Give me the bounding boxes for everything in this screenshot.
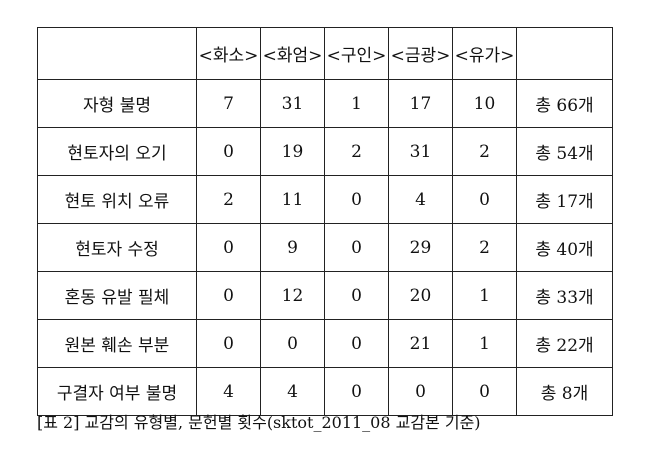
- table-row: 구결자 여부 불명 4 4 0 0 0 총 8개: [37, 367, 613, 416]
- row-label-cell: 원본 훼손 부분: [37, 319, 197, 368]
- table-row: 자형 불명 7 31 1 17 10 총 66개: [37, 79, 613, 128]
- count-cell: 4: [388, 175, 453, 224]
- row-total-cell: 총 66개: [516, 79, 613, 128]
- row-label-cell: 자형 불명: [37, 79, 197, 128]
- count-cell: 21: [388, 319, 453, 368]
- row-total-cell: 총 33개: [516, 271, 613, 320]
- count-cell: 1: [452, 319, 517, 368]
- row-label-cell: 혼동 유발 필체: [37, 271, 197, 320]
- count-cell: 31: [260, 79, 325, 128]
- header-cell-total: [516, 27, 613, 80]
- count-cell: 0: [260, 319, 325, 368]
- count-cell: 10: [452, 79, 517, 128]
- row-label-cell: 현토자 수정: [37, 223, 197, 272]
- count-cell: 2: [324, 127, 389, 176]
- row-total-cell: 총 40개: [516, 223, 613, 272]
- header-cell-empty: [37, 27, 197, 80]
- row-label-cell: 현토 위치 오류: [37, 175, 197, 224]
- header-cell-guin: <구인>: [324, 27, 389, 80]
- count-cell: 1: [452, 271, 517, 320]
- count-cell: 0: [452, 175, 517, 224]
- row-total-cell: 총 22개: [516, 319, 613, 368]
- count-cell: 7: [196, 79, 261, 128]
- count-cell: 0: [388, 367, 453, 416]
- count-cell: 2: [452, 223, 517, 272]
- count-cell: 19: [260, 127, 325, 176]
- row-total-cell: 총 17개: [516, 175, 613, 224]
- count-cell: 0: [196, 223, 261, 272]
- count-cell: 12: [260, 271, 325, 320]
- count-cell: 0: [196, 319, 261, 368]
- count-cell: 31: [388, 127, 453, 176]
- header-cell-yuga: <유가>: [452, 27, 517, 80]
- table-header-row: <화소> <화엄> <구인> <금광> <유가>: [37, 27, 613, 80]
- row-label-cell: 구결자 여부 불명: [37, 367, 197, 416]
- count-cell: 9: [260, 223, 325, 272]
- count-cell: 0: [324, 223, 389, 272]
- count-cell: 0: [324, 367, 389, 416]
- table-row: 현토자 수정 0 9 0 29 2 총 40개: [37, 223, 613, 272]
- count-cell: 0: [324, 319, 389, 368]
- count-cell: 20: [388, 271, 453, 320]
- count-cell: 1: [324, 79, 389, 128]
- header-cell-hwaso: <화소>: [196, 27, 261, 80]
- row-total-cell: 총 8개: [516, 367, 613, 416]
- count-cell: 0: [196, 127, 261, 176]
- count-cell: 0: [324, 175, 389, 224]
- count-cell: 0: [196, 271, 261, 320]
- table-row: 원본 훼손 부분 0 0 0 21 1 총 22개: [37, 319, 613, 368]
- count-cell: 2: [452, 127, 517, 176]
- row-label-cell: 현토자의 오기: [37, 127, 197, 176]
- table-row: 현토 위치 오류 2 11 0 4 0 총 17개: [37, 175, 613, 224]
- header-cell-geumgwang: <금광>: [388, 27, 453, 80]
- table-row: 현토자의 오기 0 19 2 31 2 총 54개: [37, 127, 613, 176]
- count-cell: 2: [196, 175, 261, 224]
- count-cell: 11: [260, 175, 325, 224]
- row-total-cell: 총 54개: [516, 127, 613, 176]
- table-container: <화소> <화엄> <구인> <금광> <유가> 자형 불명 7 31 1 17 10 총 …: [37, 27, 613, 416]
- table-caption: [표 2] 교감의 유형별, 문헌별 횟수(sktot_2011_08 교감본 …: [37, 413, 481, 432]
- count-cell: 0: [324, 271, 389, 320]
- count-cell: 17: [388, 79, 453, 128]
- count-cell: 4: [196, 367, 261, 416]
- count-cell: 0: [452, 367, 517, 416]
- table-row: 혼동 유발 필체 0 12 0 20 1 총 33개: [37, 271, 613, 320]
- header-cell-hwaeom: <화엄>: [260, 27, 325, 80]
- data-table: <화소> <화엄> <구인> <금광> <유가> 자형 불명 7 31 1 17 10 총 …: [37, 27, 613, 416]
- count-cell: 29: [388, 223, 453, 272]
